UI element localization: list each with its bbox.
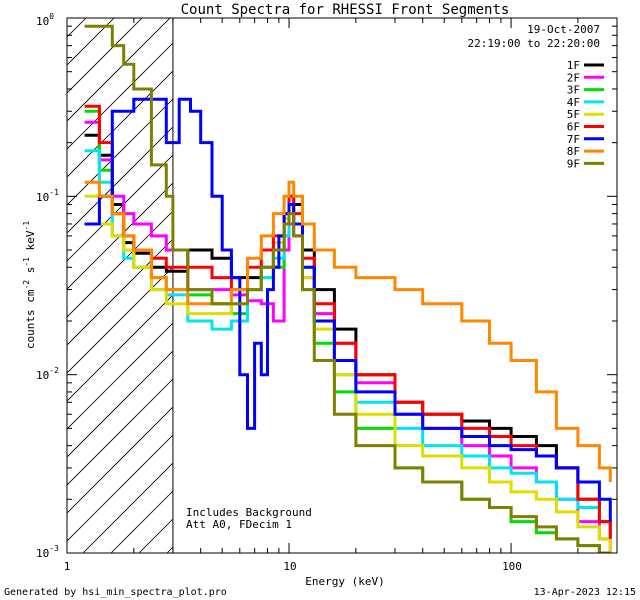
legend-label-3F: 3F [567,84,580,97]
hatched-region [0,0,617,553]
legend-label-7F: 7F [567,133,580,146]
date-label: 19-Oct-2007 [527,23,600,36]
x-tick-label: 10 [283,560,296,573]
legend-label-6F: 6F [567,121,580,134]
x-axis-label: Energy (keV) [305,575,384,588]
series-line-9F [84,24,611,553]
series-line-7F [84,97,612,522]
y-tick-label: 10-2 [36,366,59,382]
legend-label-5F: 5F [567,108,580,121]
hatch-stroke [67,18,171,122]
timestamp-label: 13-Apr-2023 12:15 [534,587,636,598]
axis-ticks [66,17,618,554]
y-tick-label: 10-1 [36,188,59,204]
hatch-stroke [67,18,87,38]
hatch-stroke [67,18,115,66]
time-range-label: 22:19:00 to 22:20:00 [468,37,600,50]
y-tick-label: 10-3 [36,544,59,560]
x-tick-labels: 1 10 100 [64,560,522,573]
note-attenuator: Att A0, FDecim 1 [186,518,292,531]
note-background: Includes Background [186,506,312,519]
chart-title: Count Spectra for RHESSI Front Segments [181,2,510,18]
legend-label-2F: 2F [567,71,580,84]
legend-label-9F: 9F [567,157,580,170]
series-group [84,24,612,553]
y-axis-label: counts cm-2 s-1 keV-1 [22,221,37,349]
plot-frame [66,17,618,554]
y-tick-label: 100 [36,12,54,28]
legend-label-1F: 1F [567,59,580,72]
hatch-stroke [67,18,199,150]
x-tick-label: 1 [64,560,71,573]
x-tick-label: 100 [502,560,522,573]
series-line-8F [84,180,612,482]
hatch-stroke [0,0,95,553]
y-tick-labels: 10-3 10-2 10-1 100 [36,12,59,560]
generated-by-label: Generated by hsi_min_spectra_plot.pro [4,587,227,598]
legend-label-4F: 4F [567,96,580,109]
hatch-stroke [67,18,143,94]
legend-label-8F: 8F [567,145,580,158]
